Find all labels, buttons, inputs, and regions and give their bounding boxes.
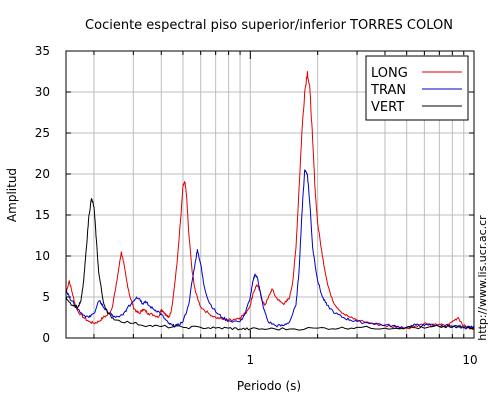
legend-label-long: LONG	[371, 66, 408, 81]
y-tick-label: 30	[35, 85, 50, 99]
credit-url: http://www.lis.ucr.ac.cr	[476, 215, 489, 341]
series-line-vert	[65, 198, 475, 331]
legend: LONG TRAN VERT	[365, 55, 469, 121]
x-tick-label: 10	[462, 353, 477, 367]
legend-label-vert: VERT	[371, 100, 404, 115]
x-tick-label: 1	[246, 353, 254, 367]
y-tick-labels: 0 5 10 15 20 25 30 35	[35, 44, 474, 345]
x-axis-label: Periodo (s)	[237, 379, 301, 393]
x-tick-labels: 1 10	[93, 51, 478, 367]
y-tick-label: 25	[35, 126, 50, 140]
y-tick-label: 35	[35, 44, 50, 58]
series-line-tran	[65, 169, 475, 330]
y-tick-label: 20	[35, 167, 50, 181]
series-lines	[65, 71, 475, 331]
plot-frame	[65, 50, 475, 339]
y-tick-label: 5	[42, 290, 50, 304]
y-tick-label: 15	[35, 208, 50, 222]
y-axis-label: Amplitud	[5, 168, 19, 222]
chart-title: Cociente espectral piso superior/inferio…	[85, 18, 453, 33]
legend-label-tran: TRAN	[370, 83, 406, 98]
legend-box	[365, 55, 469, 121]
series-line-long	[65, 71, 475, 331]
y-tick-label: 0	[42, 331, 50, 345]
y-tick-label: 10	[35, 249, 50, 263]
